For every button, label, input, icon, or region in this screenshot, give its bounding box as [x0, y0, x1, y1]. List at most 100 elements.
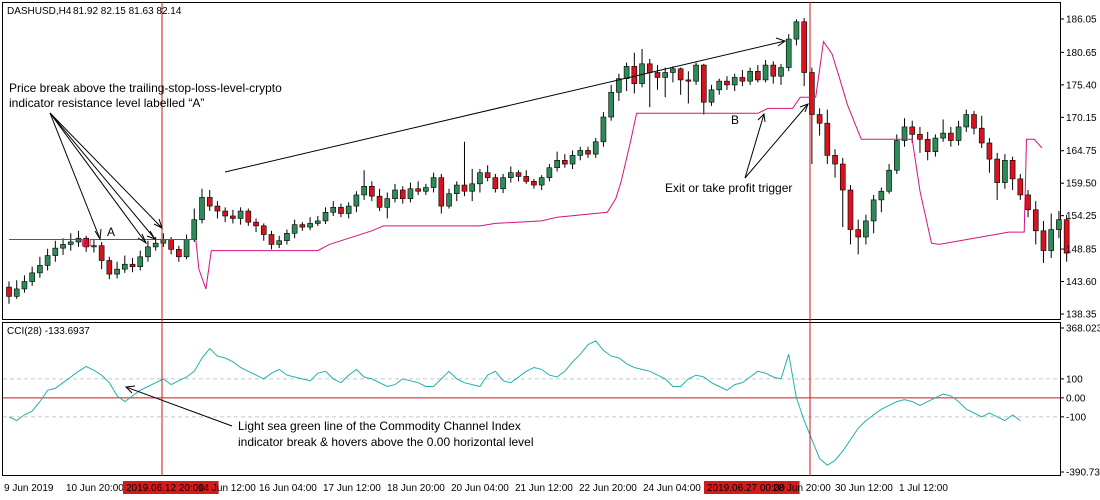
symbol-timeframe: DASHUSD,H4 [7, 6, 72, 17]
candle-body [284, 232, 290, 242]
candle-body [662, 72, 669, 78]
candle [670, 66, 676, 83]
x-tick-label: 10 Jun 20:00 [66, 483, 124, 494]
note-price-break-line1: Price break above the trailing-stop-loss… [9, 81, 282, 95]
candle [253, 218, 259, 233]
note-cci-line2: indicator break & hovers above the 0.00 … [238, 435, 534, 449]
candle-body [214, 205, 221, 212]
candle [924, 131, 931, 161]
candle-body [538, 177, 545, 186]
candle-body [770, 64, 777, 77]
candle-body [91, 245, 97, 248]
candle [824, 109, 831, 165]
candle-body [801, 21, 807, 73]
candle-body [839, 163, 846, 191]
candle-body [893, 140, 900, 171]
candle [863, 214, 869, 245]
candle-body [430, 177, 437, 188]
x-tick-label: 21 Jun 12:00 [515, 483, 573, 494]
candle-body [237, 210, 244, 219]
candle-body [731, 77, 738, 86]
candle-body [291, 224, 298, 234]
candle [361, 170, 367, 200]
candle-body [330, 207, 337, 213]
candle-body [222, 210, 228, 217]
x-tick-label: 24 Jun 04:00 [643, 483, 701, 494]
candle-body [546, 167, 553, 178]
candle-body [245, 210, 252, 223]
time-axis: 9 Jun 2019 10 Jun 20:00 2019.06.12 20:0014… [4, 481, 948, 494]
candle-body [994, 158, 1000, 183]
cci-axis: 368.0239 100 0.00 -100 -390.734 [1060, 324, 1100, 479]
candle-body [152, 242, 159, 248]
candle [1063, 214, 1070, 262]
y-tick-label: 148.85 [1066, 245, 1097, 256]
candle-body [268, 234, 275, 245]
candle-body [755, 70, 761, 81]
candle-body [129, 263, 136, 267]
y-tick-label: 170.15 [1066, 113, 1097, 124]
candle-body [955, 126, 962, 141]
cci-tick-label: 368.0239 [1066, 324, 1100, 335]
candle-body [631, 66, 638, 84]
x-tick-label: 22 Jun 20:00 [579, 483, 637, 494]
candle-body [716, 80, 723, 91]
y-tick-label: 138.35 [1066, 310, 1097, 321]
candle [44, 248, 51, 271]
note-exit-trigger: Exit or take profit trigger [665, 181, 792, 195]
candle-body [1017, 178, 1024, 196]
candle-body [37, 265, 43, 274]
candle [700, 63, 707, 115]
candle-body [554, 160, 560, 169]
candle [623, 62, 630, 92]
candle-body [13, 288, 20, 297]
candle [724, 76, 730, 90]
price-axis: 186.05 180.65 175.40 170.15 164.75 159.50 154.… [1060, 15, 1097, 321]
candle-body [469, 183, 476, 192]
candle-body [870, 199, 877, 222]
candle-body [901, 126, 908, 141]
x-tick-label: 16 Jun 04:00 [259, 483, 317, 494]
candle-body [693, 64, 699, 82]
candle [731, 73, 738, 92]
candle [314, 215, 321, 226]
candle-body [492, 177, 499, 190]
candle-body [438, 177, 445, 207]
candle [492, 173, 499, 193]
candle-body [1040, 230, 1047, 251]
candle [484, 165, 491, 182]
candle [654, 65, 661, 90]
candle [330, 201, 337, 216]
candle [917, 126, 923, 153]
x-tick-label: 2019.06.27 00:00 [707, 483, 785, 494]
x-tick-label: 18 Jun 20:00 [387, 483, 445, 494]
candle-body [183, 239, 190, 258]
candle-body [963, 114, 970, 128]
candle-body [299, 224, 306, 228]
candle [322, 207, 329, 225]
candle [477, 168, 483, 193]
candle-body [191, 219, 198, 240]
x-tick-label: 17 Jun 12:00 [323, 483, 381, 494]
candle-body [415, 188, 421, 192]
candle-body [523, 176, 530, 182]
cci-tick-label: 100 [1066, 374, 1083, 385]
candle [847, 185, 854, 245]
candle-body [724, 80, 730, 86]
candle-body [137, 256, 144, 267]
candle [569, 150, 576, 169]
candle-body [623, 66, 630, 79]
note-price-break-line2: indicator resistance level labelled “A” [9, 96, 204, 110]
candle [901, 118, 908, 147]
candle [1056, 211, 1062, 239]
candle-body [507, 172, 514, 178]
candle [369, 181, 375, 202]
candle [469, 168, 476, 202]
candle-body [917, 134, 923, 140]
candle-body [700, 64, 707, 103]
candle [407, 182, 414, 203]
candle [963, 109, 970, 132]
candle-body [114, 268, 120, 275]
annotation-arrows [49, 40, 809, 427]
